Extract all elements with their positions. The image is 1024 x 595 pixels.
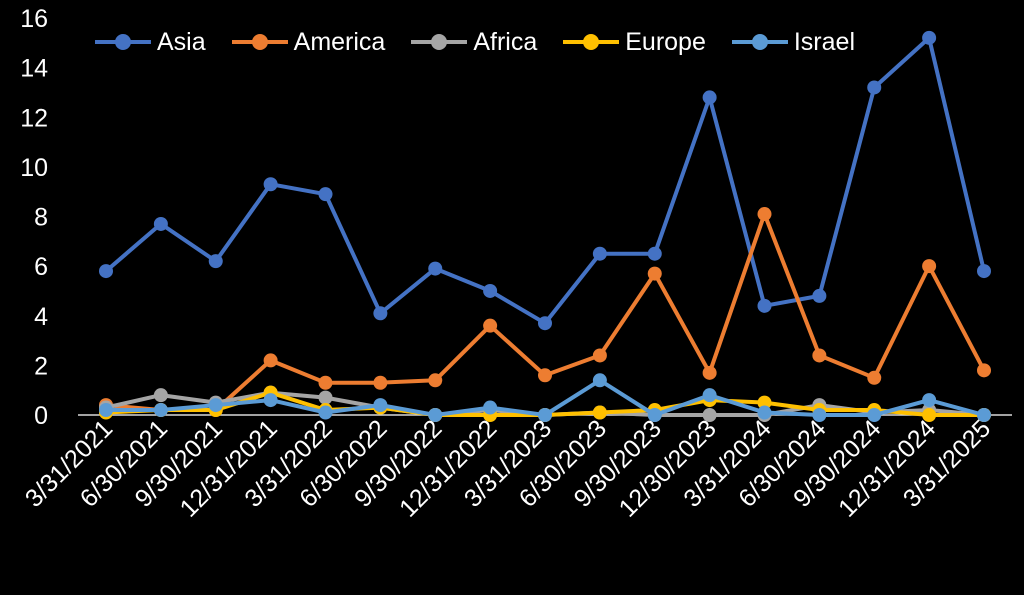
legend-label: Asia	[157, 27, 206, 56]
data-point	[757, 207, 772, 222]
data-point	[263, 353, 278, 368]
data-point	[812, 288, 827, 303]
data-point	[592, 373, 607, 388]
data-point	[373, 306, 388, 321]
data-point	[428, 373, 443, 388]
data-point	[428, 408, 443, 422]
legend: Asia America Africa Europe Israel	[95, 26, 881, 58]
data-point	[977, 264, 991, 279]
data-point	[592, 246, 607, 261]
data-point	[702, 365, 717, 380]
y-tick-label: 16	[20, 5, 48, 33]
legend-label: Israel	[793, 27, 855, 56]
data-point	[922, 393, 937, 408]
legend-swatch	[95, 32, 151, 52]
legend-swatch	[731, 32, 788, 52]
data-point	[922, 408, 937, 422]
data-point	[483, 400, 498, 415]
data-point	[373, 398, 388, 413]
data-point	[538, 368, 552, 383]
legend-item-europe: Europe	[563, 28, 706, 57]
data-point	[702, 90, 717, 105]
legend-item-america: America	[231, 27, 386, 57]
data-point	[153, 403, 168, 418]
data-point	[647, 246, 662, 261]
data-point	[318, 390, 333, 405]
y-tick-label: 6	[34, 253, 48, 281]
legend-label: Europe	[625, 27, 706, 56]
legend-label: Africa	[473, 27, 538, 56]
legend-item-asia: Asia	[95, 28, 206, 57]
data-point	[373, 375, 388, 390]
data-point	[977, 363, 991, 378]
series-israel	[99, 373, 991, 422]
data-point	[867, 80, 882, 95]
y-tick-label: 8	[34, 204, 48, 232]
data-point	[318, 375, 333, 390]
data-point	[538, 316, 552, 331]
data-point	[153, 216, 168, 231]
legend-label: America	[293, 27, 386, 56]
data-point	[757, 395, 772, 410]
data-point	[263, 177, 278, 192]
data-point	[318, 405, 333, 420]
data-point	[977, 408, 991, 422]
axes: 0 2 4 6 8 10 12 14 16	[20, 5, 1012, 430]
data-point	[153, 388, 168, 403]
data-point	[702, 388, 717, 403]
data-point	[592, 405, 607, 420]
data-point	[208, 254, 223, 269]
data-point	[867, 408, 882, 422]
y-tick-label: 10	[20, 154, 48, 182]
data-point	[592, 348, 607, 363]
y-tick-label: 0	[34, 402, 48, 430]
data-point	[812, 408, 827, 422]
data-point	[647, 266, 662, 281]
y-tick-label: 4	[34, 303, 48, 331]
data-point	[922, 259, 937, 274]
data-point	[483, 318, 498, 333]
data-point	[702, 408, 717, 422]
data-point	[208, 398, 223, 413]
data-point	[538, 408, 552, 422]
legend-swatch	[563, 32, 620, 52]
data-point	[318, 187, 333, 202]
data-point	[483, 283, 498, 298]
legend-swatch	[411, 32, 468, 52]
legend-item-africa: Africa	[411, 28, 537, 57]
legend-swatch	[231, 32, 288, 52]
data-point	[922, 30, 937, 45]
data-point	[428, 261, 443, 276]
data-point	[867, 370, 882, 385]
series-line	[104, 35, 986, 326]
series-layer	[99, 30, 991, 422]
data-point	[647, 408, 662, 422]
data-point	[99, 403, 113, 418]
x-tick-labels: 3/31/20216/30/20219/30/202112/31/20213/3…	[20, 414, 996, 522]
data-point	[99, 264, 113, 279]
data-point	[757, 298, 772, 313]
data-point	[757, 405, 772, 420]
legend-item-israel: Israel	[731, 27, 855, 57]
y-tick-label: 14	[20, 55, 48, 83]
series-asia	[99, 30, 991, 331]
data-point	[263, 393, 278, 408]
y-tick-label: 2	[34, 352, 48, 380]
y-tick-label: 12	[20, 104, 48, 132]
data-point	[812, 348, 827, 363]
